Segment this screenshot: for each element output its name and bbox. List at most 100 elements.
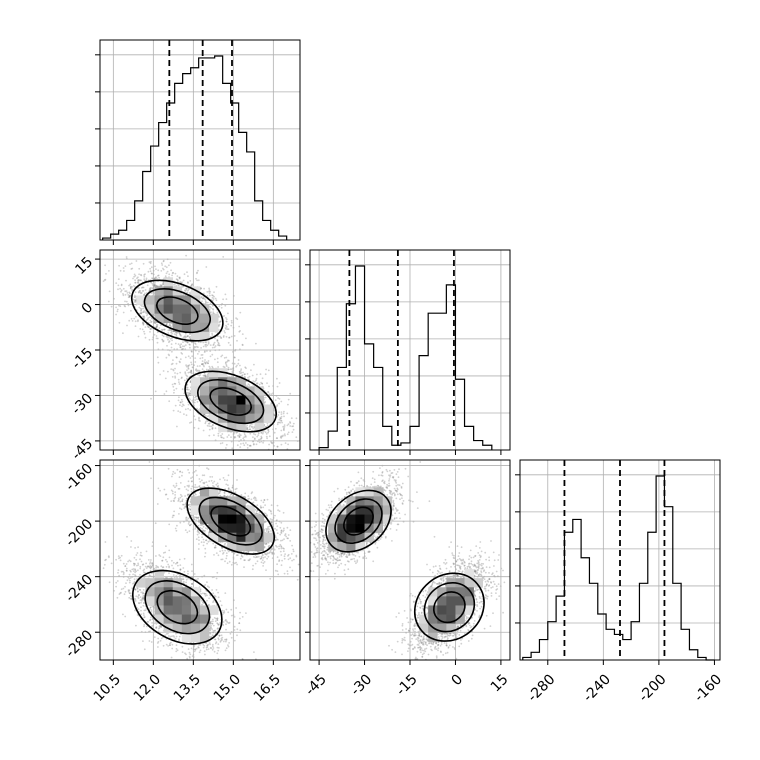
sample-point	[129, 283, 132, 286]
sample-point	[222, 335, 225, 337]
sample-point	[265, 433, 268, 435]
sample-point	[282, 428, 285, 431]
sample-point	[261, 382, 264, 385]
sample-point	[258, 438, 260, 441]
sample-point	[209, 344, 212, 346]
sample-point	[130, 286, 132, 289]
sample-point	[198, 419, 200, 422]
sample-point	[204, 350, 206, 352]
sample-point	[204, 359, 206, 361]
sample-point	[165, 558, 167, 561]
sample-point	[209, 312, 212, 314]
sample-point	[198, 374, 201, 377]
sample-point	[115, 282, 118, 284]
sample-point	[209, 355, 212, 358]
sample-point	[207, 341, 210, 344]
sample-point	[284, 434, 286, 437]
sample-point	[255, 443, 258, 446]
sample-point	[229, 344, 232, 346]
sample-point	[287, 431, 290, 434]
sample-point	[162, 340, 165, 342]
sample-point	[116, 310, 119, 313]
sample-point	[233, 356, 236, 359]
sample-point	[202, 297, 204, 300]
sample-point	[270, 393, 273, 395]
sample-point	[161, 338, 164, 341]
sample-point	[235, 431, 238, 434]
sample-point	[155, 326, 158, 328]
sample-point	[137, 291, 140, 294]
sample-point	[144, 273, 146, 276]
sample-point	[183, 273, 186, 276]
sample-point	[169, 324, 171, 327]
sample-point	[216, 357, 219, 360]
sample-point	[159, 324, 162, 326]
sample-point	[216, 344, 219, 346]
sample-point	[179, 358, 182, 360]
sample-point	[131, 267, 134, 270]
sample-point	[132, 284, 135, 287]
sample-point	[244, 373, 246, 376]
sample-point	[196, 353, 199, 355]
sample-point	[208, 422, 211, 425]
sample-point	[225, 447, 227, 449]
sample-point	[126, 292, 129, 294]
sample-point	[206, 424, 209, 427]
sample-point	[194, 346, 197, 348]
sample-point	[144, 336, 147, 339]
sample-point	[224, 304, 227, 307]
sample-point	[217, 366, 220, 368]
sample-point	[147, 326, 150, 329]
sample-point	[274, 399, 277, 402]
sample-point	[292, 428, 295, 431]
sample-point	[172, 369, 175, 372]
sample-point	[185, 289, 188, 291]
sample-point	[240, 368, 243, 371]
sample-point	[211, 424, 214, 427]
sample-point	[172, 409, 175, 412]
sample-point	[200, 296, 203, 298]
sample-point	[247, 383, 250, 385]
sample-point	[165, 390, 168, 393]
sample-point	[225, 317, 227, 319]
sample-point	[225, 328, 227, 330]
sample-point	[227, 368, 230, 371]
sample-point	[201, 354, 204, 356]
sample-point	[183, 413, 185, 415]
sample-point	[256, 373, 258, 376]
sample-point	[280, 443, 283, 446]
sample-point	[225, 320, 228, 323]
sample-point	[128, 294, 131, 297]
sample-point	[283, 424, 286, 426]
sample-point	[213, 295, 215, 298]
sample-point	[186, 291, 189, 294]
sample-point	[194, 399, 197, 401]
sample-point	[228, 336, 231, 339]
sample-point	[262, 441, 264, 444]
sample-point	[278, 411, 280, 414]
sample-point	[150, 320, 153, 323]
sample-point	[283, 415, 285, 418]
sample-point	[203, 574, 206, 577]
sample-point	[188, 288, 190, 291]
sample-point	[224, 293, 227, 296]
sample-point	[194, 342, 196, 344]
sample-point	[222, 336, 225, 338]
sample-point	[139, 328, 142, 330]
sample-point	[236, 318, 239, 321]
sample-point	[153, 284, 156, 286]
sample-point	[252, 380, 255, 382]
sample-point	[175, 356, 178, 359]
sample-point	[213, 291, 215, 294]
sample-point	[148, 288, 151, 291]
sample-point	[119, 269, 122, 272]
sample-point	[185, 287, 188, 290]
sample-point	[199, 341, 202, 344]
sample-point	[204, 298, 207, 301]
sample-point	[290, 417, 293, 420]
sample-point	[149, 561, 152, 563]
sample-point	[137, 319, 139, 321]
sample-point	[180, 398, 183, 401]
sample-point	[233, 356, 236, 359]
sample-point	[202, 297, 204, 300]
